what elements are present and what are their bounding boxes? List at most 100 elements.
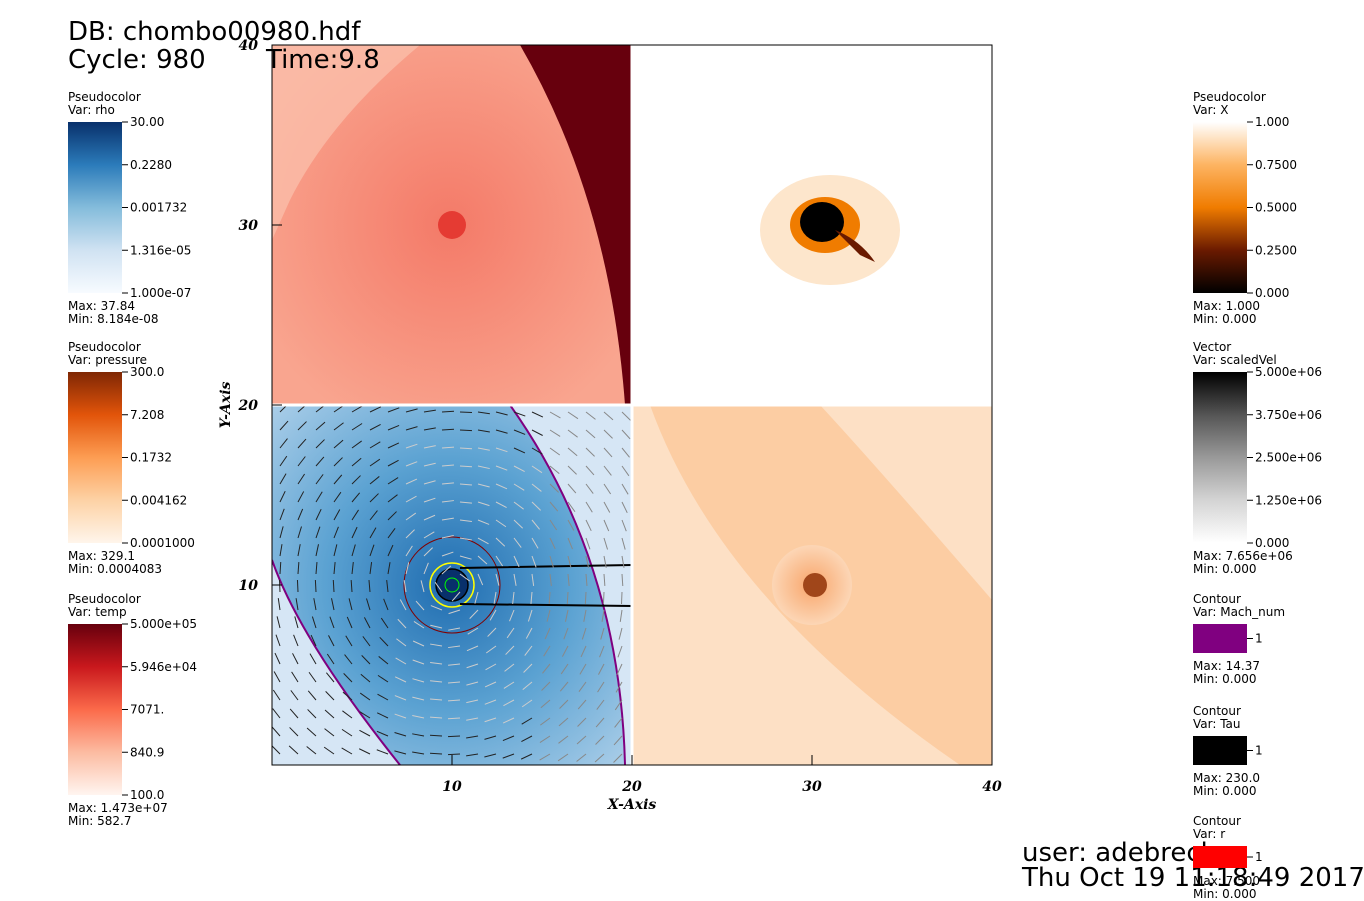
vector-arrow (603, 465, 612, 476)
vector-arrow (351, 492, 361, 503)
vector-arrow (315, 491, 323, 503)
legend-var: Var: pressure (68, 353, 147, 367)
vector-arrow (585, 429, 596, 439)
vector-arrow (345, 635, 353, 647)
colorbar-label: 5.946e+04 (130, 660, 197, 674)
cycle: Cycle: 980 (68, 45, 206, 75)
vector-arrow (558, 717, 569, 727)
vector-arrow (617, 645, 623, 658)
vector-arrow (413, 621, 425, 629)
colorbar-label: 1 (1255, 744, 1263, 758)
vector-arrow (504, 663, 515, 672)
vector-arrow (412, 751, 425, 755)
vector-arrow (306, 727, 317, 737)
vector-arrow (613, 735, 623, 746)
vector-arrow (296, 579, 299, 593)
vector-arrow (387, 528, 396, 539)
vector-arrow (567, 483, 577, 494)
vector-arrow (279, 561, 282, 575)
vector-arrow (351, 423, 363, 431)
vector-arrow (342, 691, 353, 701)
vector-arrow (441, 551, 454, 557)
vector-arrow (595, 735, 605, 745)
legend-var: Var: rho (68, 103, 115, 117)
vector-arrow (567, 555, 572, 568)
vector-arrow (331, 598, 335, 611)
vector-arrow (495, 483, 508, 490)
vector-arrow (513, 519, 524, 529)
colorbar-label: 0.0001000 (130, 536, 195, 550)
vector-arrow (503, 699, 515, 707)
vector-arrow (477, 411, 490, 415)
colorbar-label: 0.000 (1255, 536, 1289, 550)
vector-arrow (274, 652, 281, 665)
legend-var: Var: Mach_num (1193, 605, 1285, 619)
vector-arrow (509, 609, 515, 622)
vector-arrow (441, 428, 455, 431)
vector-arrow (379, 636, 389, 647)
vector-arrow (448, 645, 461, 649)
vector-arrow (315, 561, 318, 575)
vector-arrow (279, 526, 284, 539)
legend-kind: Contour (1193, 592, 1241, 606)
vector-arrow (289, 727, 299, 737)
vector-arrow (447, 735, 461, 738)
legend-min: Min: 0.000 (1193, 562, 1257, 576)
vector-arrow (333, 491, 342, 503)
vector-arrow (616, 663, 623, 676)
vector-arrow (441, 446, 455, 449)
legend-var: Var: X (1193, 103, 1228, 117)
vector-arrow (459, 573, 470, 582)
vector-arrow (387, 407, 400, 413)
colorbar-label: 300.0 (130, 365, 164, 379)
legend-max: Max: 37.84 (68, 299, 135, 313)
vector-arrow (495, 411, 508, 416)
colorbar (1193, 122, 1247, 293)
colorbar-label: 0.2500 (1255, 243, 1297, 257)
vector-arrow (328, 635, 335, 647)
vector-arrow (394, 713, 407, 719)
vector-arrow (430, 661, 443, 665)
colorbar-label: 0.004162 (130, 493, 187, 507)
vector-arrow (297, 438, 307, 449)
vector-arrow (459, 465, 473, 468)
vector-arrow (484, 717, 497, 723)
vector-arrow (560, 663, 569, 675)
vector-arrow (405, 562, 410, 575)
vector-arrow (459, 429, 473, 432)
y-tick-label: 20 (238, 398, 259, 414)
vector-arrow (405, 545, 413, 557)
vector-arrow (412, 733, 425, 737)
vector-arrow (378, 656, 389, 665)
vector-arrow (423, 409, 436, 413)
vector-arrow (430, 605, 443, 611)
vector-arrow (598, 663, 605, 675)
vector-arrow (395, 657, 407, 665)
vector-arrow (308, 671, 317, 683)
vector-arrow (583, 609, 587, 622)
colorbar (68, 122, 122, 293)
vector-arrow (495, 573, 500, 586)
vector-arrow (459, 447, 473, 450)
vector-arrow (549, 501, 559, 512)
legend-max: Max: 7.656e+06 (1193, 549, 1293, 563)
vector-arrow (405, 495, 417, 503)
vector-arrow (531, 465, 543, 474)
vector-arrow (369, 406, 382, 413)
vector-arrow (503, 681, 515, 689)
vector-arrow (288, 745, 299, 755)
vector-arrow (558, 735, 569, 744)
vector-arrow (412, 715, 425, 719)
x-tick-label: 40 (982, 779, 1002, 795)
vector-arrow (430, 624, 443, 629)
vector-arrow (333, 526, 339, 539)
vector-arrow (366, 598, 371, 611)
vector-arrow (621, 411, 631, 421)
legend-var: Var: Tau (1193, 717, 1241, 731)
vector-arrow (601, 609, 605, 622)
vector-arrow (272, 745, 281, 755)
vector-arrow (585, 465, 595, 476)
vector-arrow (567, 411, 579, 420)
vector-arrow (441, 517, 454, 521)
vector-arrow (513, 537, 522, 548)
